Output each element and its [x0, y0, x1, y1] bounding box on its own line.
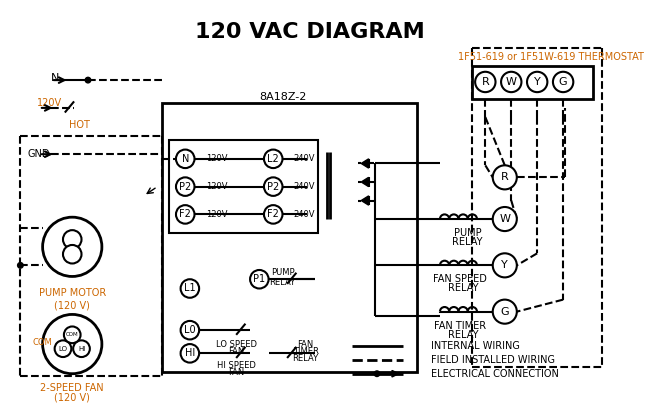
Text: Y: Y: [534, 77, 541, 87]
Text: F2: F2: [180, 210, 191, 220]
Text: LO SPEED: LO SPEED: [216, 339, 257, 349]
Text: 120V: 120V: [37, 98, 62, 108]
Circle shape: [176, 177, 194, 196]
Text: L1: L1: [184, 284, 196, 293]
Text: RELAY: RELAY: [293, 354, 319, 363]
Circle shape: [264, 205, 283, 224]
Circle shape: [492, 300, 517, 324]
Text: PUMP: PUMP: [454, 228, 482, 238]
Circle shape: [181, 321, 199, 339]
Text: P2: P2: [267, 181, 279, 191]
Text: F2: F2: [267, 210, 279, 220]
Text: FAN: FAN: [228, 368, 245, 377]
Circle shape: [73, 340, 90, 357]
Circle shape: [85, 78, 90, 83]
Text: 2-SPEED FAN: 2-SPEED FAN: [40, 383, 104, 393]
Circle shape: [264, 150, 283, 168]
Text: G: G: [559, 77, 567, 87]
Circle shape: [176, 150, 194, 168]
Circle shape: [43, 217, 102, 277]
Text: FAN SPEED: FAN SPEED: [433, 274, 487, 284]
Text: PUMP: PUMP: [271, 268, 294, 277]
Text: 240V: 240V: [293, 210, 315, 219]
Text: W: W: [506, 77, 517, 87]
Text: 1F51-619 or 1F51W-619 THERMOSTAT: 1F51-619 or 1F51W-619 THERMOSTAT: [458, 52, 645, 62]
Text: RELAY: RELAY: [269, 277, 295, 287]
Circle shape: [181, 279, 199, 298]
Circle shape: [492, 207, 517, 231]
Text: COM: COM: [66, 332, 78, 337]
Circle shape: [250, 270, 269, 289]
Bar: [162, 103, 417, 372]
Text: PUMP MOTOR: PUMP MOTOR: [39, 288, 106, 298]
Polygon shape: [361, 177, 368, 186]
Circle shape: [553, 72, 574, 92]
Text: INTERNAL WIRING: INTERNAL WIRING: [431, 341, 519, 351]
Text: (120 V): (120 V): [54, 300, 90, 310]
Bar: [472, 66, 593, 98]
Circle shape: [63, 245, 82, 264]
Text: FIELD INSTALLED WIRING: FIELD INSTALLED WIRING: [431, 355, 555, 365]
Text: 120V: 120V: [206, 154, 227, 163]
Text: LO: LO: [58, 346, 68, 352]
Text: Y: Y: [501, 260, 508, 270]
Text: 120V: 120V: [206, 210, 227, 219]
Text: HI SPEED: HI SPEED: [216, 361, 256, 370]
Circle shape: [492, 166, 517, 189]
Polygon shape: [361, 196, 368, 205]
Text: N: N: [182, 154, 189, 164]
Text: HOT: HOT: [70, 119, 90, 129]
Circle shape: [63, 230, 82, 248]
Text: P2: P2: [179, 181, 192, 191]
Text: L0: L0: [184, 325, 196, 335]
Text: (120 V): (120 V): [54, 393, 90, 403]
Bar: [170, 140, 318, 233]
Text: HI: HI: [78, 346, 85, 352]
Text: L2: L2: [267, 154, 279, 164]
Circle shape: [527, 72, 547, 92]
Circle shape: [43, 314, 102, 374]
Text: FAN TIMER: FAN TIMER: [434, 321, 486, 331]
Circle shape: [17, 263, 23, 268]
Circle shape: [55, 340, 71, 357]
Text: COM: COM: [32, 338, 52, 347]
Text: FAN: FAN: [297, 339, 314, 349]
Circle shape: [501, 72, 521, 92]
Text: RELAY: RELAY: [448, 330, 478, 340]
Text: 240V: 240V: [293, 182, 315, 191]
Text: P1: P1: [253, 274, 265, 284]
Circle shape: [492, 253, 517, 277]
Text: FAN: FAN: [228, 347, 245, 356]
Text: 120 VAC DIAGRAM: 120 VAC DIAGRAM: [196, 22, 425, 42]
Circle shape: [264, 177, 283, 196]
Polygon shape: [361, 159, 368, 168]
Circle shape: [176, 205, 194, 224]
Text: N: N: [51, 73, 60, 83]
Text: ELECTRICAL CONNECTION: ELECTRICAL CONNECTION: [431, 369, 559, 379]
Text: R: R: [501, 172, 509, 182]
Text: 8A18Z-2: 8A18Z-2: [259, 92, 307, 102]
Text: G: G: [500, 307, 509, 317]
Circle shape: [374, 371, 380, 377]
Circle shape: [64, 326, 80, 343]
Text: 120V: 120V: [206, 182, 227, 191]
Circle shape: [181, 344, 199, 362]
Text: W: W: [499, 214, 511, 224]
Text: RELAY: RELAY: [452, 237, 483, 247]
Text: RELAY: RELAY: [448, 284, 478, 293]
Circle shape: [475, 72, 496, 92]
Text: 240V: 240V: [293, 154, 315, 163]
Text: TIMER: TIMER: [293, 347, 318, 356]
Text: HI: HI: [185, 348, 195, 358]
Text: R: R: [482, 77, 489, 87]
Text: GND: GND: [27, 149, 50, 159]
